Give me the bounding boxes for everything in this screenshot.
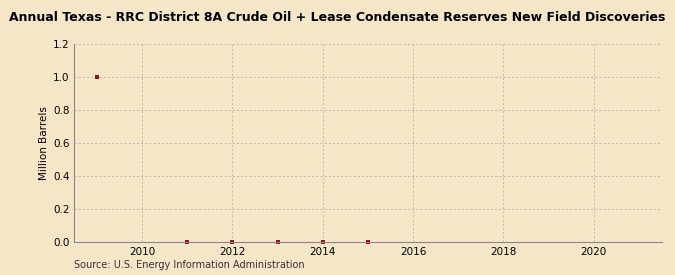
Text: Source: U.S. Energy Information Administration: Source: U.S. Energy Information Administ… (74, 260, 305, 270)
Y-axis label: Million Barrels: Million Barrels (38, 106, 49, 180)
Text: Annual Texas - RRC District 8A Crude Oil + Lease Condensate Reserves New Field D: Annual Texas - RRC District 8A Crude Oil… (9, 11, 666, 24)
